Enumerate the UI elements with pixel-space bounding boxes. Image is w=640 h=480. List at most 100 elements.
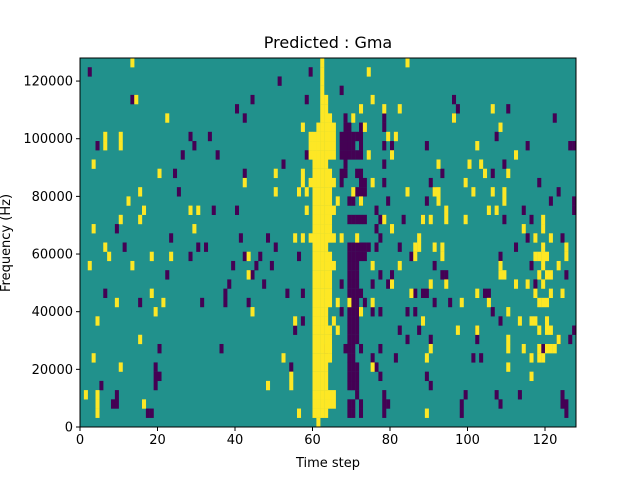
heatmap-cell-low xyxy=(242,168,247,179)
heatmap-cell-high xyxy=(320,408,325,418)
heatmap-cell-low xyxy=(378,307,383,317)
heatmap-cell-high xyxy=(335,297,340,308)
heatmap-cell-high xyxy=(188,205,193,215)
heatmap-cell-high xyxy=(436,196,441,206)
heatmap-cell-high xyxy=(246,251,251,262)
heatmap-cell-low xyxy=(359,187,364,197)
heatmap-cell-high xyxy=(331,141,336,151)
heatmap-cell-low xyxy=(347,371,352,382)
heatmap-cell-low xyxy=(424,288,429,299)
heatmap-cell-high xyxy=(486,297,491,308)
heatmap-cell-high xyxy=(502,196,507,206)
heatmap-cell-low xyxy=(355,251,360,262)
heatmap-cell-high xyxy=(347,297,352,308)
heatmap-cell-high xyxy=(541,279,546,289)
heatmap-cell-high xyxy=(320,168,325,179)
heatmap-cell-low xyxy=(564,270,569,280)
heatmap-cell-low xyxy=(463,390,468,400)
heatmap-cell-low xyxy=(343,150,348,160)
heatmap-cell-high xyxy=(312,131,317,142)
heatmap-cell-high xyxy=(328,279,333,289)
heatmap-cell-low xyxy=(479,353,484,363)
heatmap-cell-low xyxy=(413,288,418,299)
heatmap-cell-high xyxy=(405,58,410,68)
heatmap-cell-high xyxy=(126,196,131,206)
heatmap-cell-low xyxy=(343,113,348,123)
heatmap-cell-high xyxy=(552,343,557,354)
heatmap-cell-high xyxy=(138,187,143,197)
heatmap-cell-high xyxy=(320,371,325,382)
heatmap-cell-high xyxy=(328,150,333,160)
heatmap-cell-low xyxy=(223,297,228,308)
heatmap-cell-low xyxy=(405,334,410,345)
heatmap-cell-low xyxy=(347,131,352,142)
heatmap-cell-high xyxy=(475,141,480,151)
heatmap-cell-high xyxy=(324,288,329,299)
heatmap-cell-high xyxy=(475,288,480,299)
heatmap-cell-low xyxy=(339,279,344,289)
heatmap-cell-high xyxy=(390,150,395,160)
heatmap-cell-high xyxy=(390,224,395,234)
heatmap-cell-low xyxy=(347,307,352,317)
heatmap-cell-high xyxy=(537,270,542,280)
heatmap-cell-high xyxy=(424,408,429,418)
heatmap-cell-high xyxy=(471,187,476,197)
heatmap-cell-low xyxy=(153,362,158,372)
heatmap-cell-high xyxy=(324,168,329,179)
heatmap-cell-high xyxy=(320,224,325,234)
heatmap-cell-low xyxy=(114,224,119,234)
heatmap-cell-high xyxy=(320,279,325,289)
heatmap-cell-high xyxy=(533,288,538,299)
heatmap-cell-high xyxy=(324,362,329,372)
heatmap-cell-high xyxy=(316,353,321,363)
heatmap-cell-high xyxy=(320,362,325,372)
heatmap-cell-high xyxy=(316,279,321,289)
heatmap-cell-low xyxy=(459,399,464,409)
heatmap-cell-low xyxy=(258,251,263,262)
heatmap-cell-high xyxy=(444,205,449,215)
heatmap-cell-high xyxy=(328,270,333,280)
heatmap-cell-low xyxy=(250,270,255,280)
heatmap-cell-low xyxy=(359,288,364,299)
heatmap-cell-high xyxy=(440,242,445,252)
heatmap-cell-low xyxy=(483,288,488,299)
heatmap-cell-high xyxy=(308,141,313,151)
heatmap-cell-low xyxy=(359,242,364,252)
y-tick-label: 80000 xyxy=(32,190,73,205)
heatmap-cell-low xyxy=(378,270,383,280)
heatmap-cell-low xyxy=(359,343,364,354)
heatmap-cell-high xyxy=(320,399,325,409)
heatmap-cell-low xyxy=(254,260,259,271)
x-tick-label: 120 xyxy=(533,433,558,448)
heatmap-cell-high xyxy=(320,334,325,345)
heatmap-cell-high xyxy=(316,417,321,428)
heatmap-cell-low xyxy=(421,288,426,299)
heatmap-cell-low xyxy=(444,270,449,280)
heatmap-cell-high xyxy=(359,307,364,317)
heatmap-cell-high xyxy=(312,187,317,197)
heatmap-cell-low xyxy=(95,141,100,151)
heatmap-cell-high xyxy=(541,224,546,234)
heatmap-cell-high xyxy=(320,113,325,123)
heatmap-cell-high xyxy=(498,260,503,271)
heatmap-cell-high xyxy=(281,353,286,363)
heatmap-cell-low xyxy=(347,242,352,252)
heatmap-cell-high xyxy=(331,150,336,160)
heatmap-cell-high xyxy=(87,260,92,271)
heatmap-cell-high xyxy=(91,159,96,169)
heatmap-cell-high xyxy=(320,122,325,132)
heatmap-cell-high xyxy=(316,288,321,299)
heatmap-cell-low xyxy=(525,233,530,243)
heatmap-cell-high xyxy=(541,251,546,262)
heatmap-cell-high xyxy=(413,251,418,262)
heatmap-cell-high xyxy=(548,343,553,354)
heatmap-cell-low xyxy=(455,104,460,114)
heatmap-cell-high xyxy=(324,316,329,326)
heatmap-cell-low xyxy=(494,390,499,400)
heatmap-cell-high xyxy=(312,214,317,225)
heatmap-cell-low xyxy=(87,67,92,77)
heatmap-cell-low xyxy=(359,408,364,418)
heatmap-cell-high xyxy=(165,113,170,123)
heatmap-cell-high xyxy=(529,353,534,363)
heatmap-cell-high xyxy=(316,150,321,160)
